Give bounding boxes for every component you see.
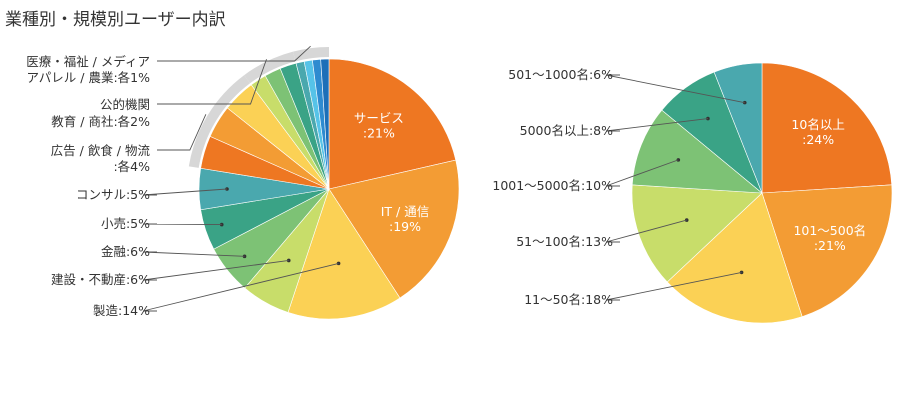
industry-4-label: 金融:6%: [101, 244, 150, 259]
size-slice-0: [761, 62, 893, 194]
industry-4-leader: [142, 251, 245, 257]
industry-6-label: コンサル:5%: [76, 187, 150, 202]
chart-title: 業種別・規模別ユーザー内訳: [5, 10, 226, 30]
group-2pct-band: [244, 51, 296, 84]
group-label-1-line-1: 教育 / 商社:各2%: [51, 114, 150, 129]
industry-5-label: 小売:5%: [101, 216, 150, 231]
group-1pct-band: [292, 47, 329, 62]
size-2-leader: [605, 271, 742, 301]
size-5-label: 5000名以上:8%: [520, 123, 613, 138]
size-4-leader: [605, 159, 679, 187]
group-label-1-leader: [157, 59, 267, 105]
group-4pct-band: [188, 75, 251, 168]
group-label-0-line-1: アパレル / 農業:各1%: [27, 70, 151, 85]
industry-1-label: IT / 通信:19%: [381, 204, 429, 234]
industry-slice-2: [287, 188, 401, 320]
industry-2-dot: [336, 261, 341, 266]
size-4-label: 1001〜5000名:10%: [492, 178, 613, 193]
industry-2-label: 製造:14%: [93, 303, 150, 318]
size-6-label: 501〜1000名:6%: [508, 67, 613, 82]
size-2-label: 11〜50名:18%: [524, 292, 613, 307]
industry-slice-16: [320, 58, 330, 190]
industry-slice-0: [328, 58, 457, 190]
size-1-label: 101〜500名:21%: [793, 223, 866, 253]
group-label-2-leader: [157, 114, 207, 151]
size-slice-6: [713, 62, 763, 194]
size-slice-4: [631, 109, 763, 194]
group-label-2-line-0: 広告 / 飲食 / 物流: [51, 143, 151, 158]
industry-3-leader: [142, 260, 289, 281]
size-3-leader: [605, 219, 687, 243]
industry-2-leader: [142, 262, 339, 312]
size-5-leader: [605, 118, 708, 132]
size-slice-1: [761, 184, 893, 318]
size-3-label: 51〜100名:13%: [516, 234, 613, 249]
industry-pie: サービス:21% IT / 通信:19% 製造:14% 建設・不動産:6% 金融:6% 小…: [26, 45, 460, 320]
group-label-0-leader: [157, 45, 311, 62]
group-label-1-line-0: 公的機関: [100, 97, 150, 112]
group-label-0-line-0: 医療・福祉 / メディア: [26, 54, 150, 69]
size-slice-2: [666, 192, 803, 324]
size-6-leader: [605, 74, 745, 104]
company-size-pie: 10名以上:24% 101〜500名:21% 11〜50名:18% 51〜100名:1…: [492, 62, 893, 324]
industry-6-leader: [142, 188, 228, 196]
size-0-label: 10名以上:24%: [791, 117, 844, 147]
industry-slice-1: [328, 159, 460, 299]
size-slice-3: [631, 184, 763, 283]
group-label-2-line-1: :各4%: [113, 159, 150, 174]
industry-0-label: サービス:21%: [354, 110, 404, 140]
industry-3-label: 建設・不動産:6%: [51, 272, 150, 287]
industry-5-leader: [142, 223, 222, 226]
